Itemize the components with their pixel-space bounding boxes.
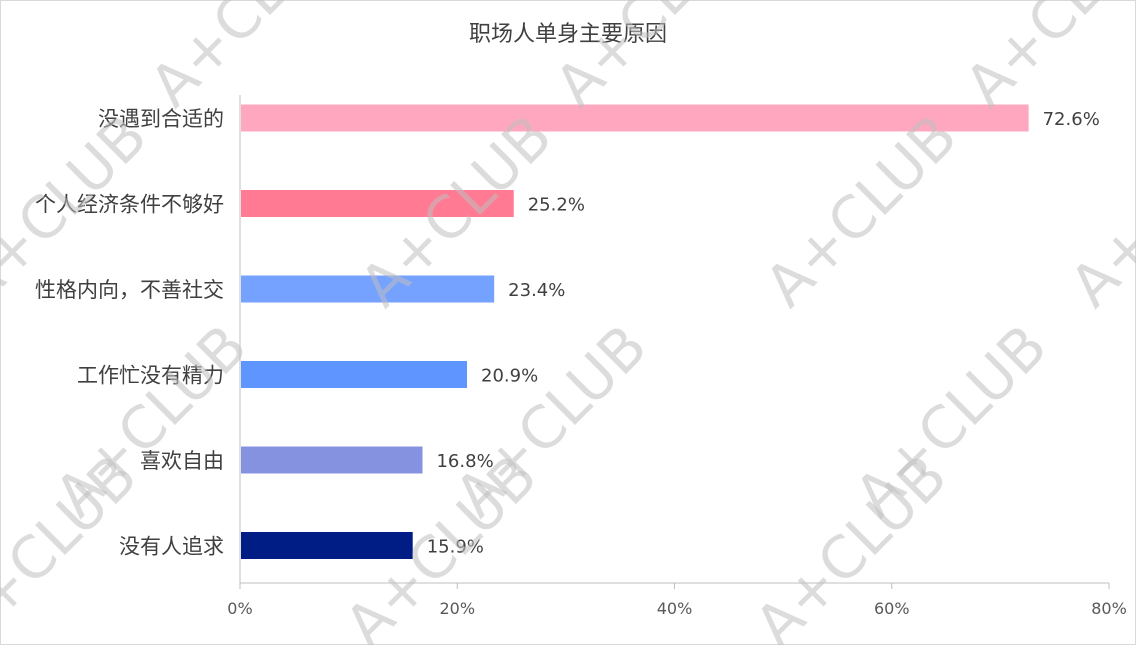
- data-label: 23.4%: [508, 280, 565, 301]
- watermark-text: A+CLUB: [752, 102, 970, 320]
- x-tick-label: 80%: [1091, 599, 1127, 618]
- bar: [241, 275, 495, 303]
- category-label: 没遇到合适的: [98, 107, 224, 131]
- axis-layer: 0% 20% 40% 60% 80%: [227, 95, 1127, 618]
- x-tick-label: 0%: [227, 599, 252, 618]
- category-label: 工作忙没有精力: [77, 364, 224, 388]
- category-label: 性格内向，不善社交: [35, 278, 224, 302]
- watermark-text: A+CLUB: [1057, 102, 1136, 320]
- data-label: 15.9%: [427, 537, 484, 558]
- bar: [241, 446, 423, 474]
- data-label: 72.6%: [1043, 109, 1100, 130]
- watermark-text: A+CLUB: [542, 0, 760, 120]
- x-tick-label: 20%: [439, 599, 475, 618]
- x-tick-label: 60%: [874, 599, 910, 618]
- watermark-text: A+CLUB: [952, 0, 1136, 120]
- category-label: 没有人追求: [119, 535, 224, 559]
- data-label: 16.8%: [436, 451, 493, 472]
- category-label: 个人经济条件不够好: [35, 193, 224, 217]
- watermark-text: A+CLUB: [137, 0, 355, 120]
- bar: [241, 532, 413, 559]
- x-tick-label: 40%: [657, 599, 693, 618]
- data-label: 25.2%: [528, 195, 585, 216]
- bar: [241, 190, 514, 217]
- data-label: 20.9%: [481, 366, 538, 387]
- bars-layer: [241, 104, 1029, 559]
- bar: [241, 104, 1029, 132]
- labels-layer: 没遇到合适的 72.6% 个人经济条件不够好 25.2% 性格内向，不善社交 23.4% 工…: [35, 107, 1100, 559]
- category-label: 喜欢自由: [140, 449, 224, 473]
- chart-title: 职场人单身主要原因: [468, 22, 667, 47]
- bar: [241, 361, 468, 388]
